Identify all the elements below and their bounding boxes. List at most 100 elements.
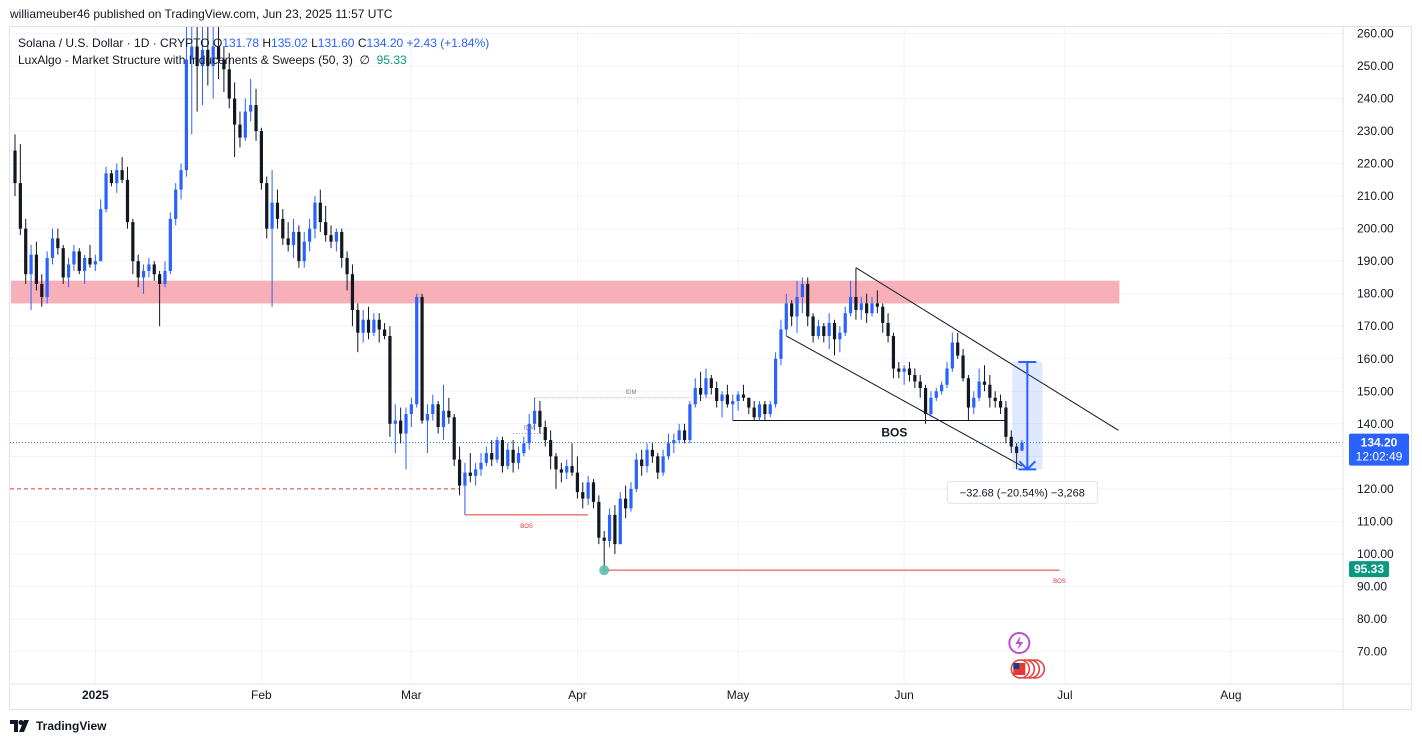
published-info: williameuber46 published on TradingView.…: [10, 7, 393, 21]
candle-body: [120, 170, 124, 180]
candle: [945, 362, 949, 389]
candle-body: [715, 388, 719, 402]
candle: [356, 303, 360, 353]
candle: [388, 326, 392, 437]
candle: [34, 241, 39, 291]
candle-body: [950, 342, 954, 369]
candle-body: [966, 378, 971, 408]
candle-body: [441, 410, 446, 428]
candle: [495, 436, 499, 463]
sweep-marker: [599, 565, 610, 576]
candle-body: [109, 173, 114, 184]
candle-body: [843, 313, 847, 333]
measure-arrow: [1018, 460, 1037, 471]
candle: [179, 163, 183, 200]
candle: [13, 134, 17, 197]
candle: [875, 290, 879, 314]
candle: [479, 453, 483, 476]
candle-body: [977, 381, 981, 398]
candle: [249, 79, 253, 122]
candle-body: [1009, 436, 1013, 447]
price-tick-label: 120.00: [1357, 482, 1394, 496]
candle-body: [281, 218, 285, 239]
candle-body: [452, 417, 456, 460]
candle-body: [457, 459, 462, 486]
candle: [522, 436, 526, 457]
candle: [693, 378, 697, 408]
candle: [141, 264, 146, 294]
symbol-label: Solana / U.S. Dollar · 1D · CRYPTO: [18, 36, 210, 50]
candle: [848, 280, 853, 317]
candle-body: [961, 355, 965, 379]
candle-body: [934, 391, 938, 398]
candle: [731, 394, 735, 421]
time-tick-label: Mar: [401, 688, 422, 702]
candle: [99, 199, 103, 262]
candle-body: [832, 322, 837, 340]
candle: [334, 228, 338, 252]
candle-body: [468, 472, 472, 476]
candle: [125, 166, 130, 229]
candle-body: [211, 46, 215, 67]
candle-body: [522, 443, 526, 454]
candle: [972, 391, 976, 415]
candle-body: [222, 59, 226, 70]
candle-body: [822, 326, 826, 336]
chart-frame[interactable]: [9, 26, 1412, 710]
price-tick-label: 190.00: [1357, 254, 1394, 268]
candle-body: [575, 472, 580, 493]
candle-body: [918, 381, 922, 389]
candle: [998, 394, 1003, 415]
candle: [227, 53, 231, 109]
candle: [827, 313, 831, 349]
candle-body: [399, 420, 403, 434]
candle: [581, 482, 585, 509]
candle: [773, 352, 778, 408]
candle-body: [479, 462, 483, 470]
candle-body: [329, 235, 333, 242]
candle: [640, 449, 644, 476]
candle: [93, 254, 97, 271]
candle: [399, 407, 403, 444]
candle-body: [913, 375, 917, 382]
candle-body: [115, 170, 119, 184]
price-tick-label: 180.00: [1357, 287, 1394, 301]
tradingview-footer[interactable]: TradingView: [10, 719, 106, 733]
candle-body: [945, 368, 949, 385]
candle-body: [768, 404, 772, 415]
candle: [629, 482, 633, 512]
candle-body: [318, 202, 322, 223]
candle: [318, 189, 322, 232]
candle: [682, 423, 687, 444]
chart-legend: Solana / U.S. Dollar · 1D · CRYPTO O131.…: [18, 35, 489, 69]
price-tick-label: 160.00: [1357, 352, 1394, 366]
idm-label: IDM: [524, 426, 535, 432]
candle-body: [527, 423, 531, 444]
candle: [854, 267, 858, 320]
candle-body: [618, 498, 622, 545]
candle-body: [640, 459, 644, 467]
candle: [886, 313, 890, 343]
candle-body: [731, 401, 735, 405]
candle: [24, 218, 28, 284]
candle: [838, 326, 842, 353]
chart-icons: [1008, 632, 1046, 679]
candle: [586, 475, 590, 506]
candle-body: [61, 248, 65, 278]
candle-body: [254, 105, 258, 132]
candle-body: [875, 303, 879, 307]
candle: [757, 401, 762, 421]
channel-line: [855, 267, 1119, 431]
time-tick-label: 2025: [82, 688, 109, 702]
candle-body: [66, 264, 71, 278]
candle-body: [779, 329, 783, 359]
candle: [372, 313, 376, 336]
candle: [618, 492, 622, 545]
current-price-badge: [1349, 433, 1409, 466]
candle: [779, 319, 783, 366]
candle: [56, 228, 60, 255]
chart-annotations: IDM IDM BOS BOS BOS −32.68 (−20.54%) −3,268: [520, 361, 1098, 585]
candle: [184, 27, 189, 177]
lightning-icon-bolt: [1015, 636, 1024, 650]
